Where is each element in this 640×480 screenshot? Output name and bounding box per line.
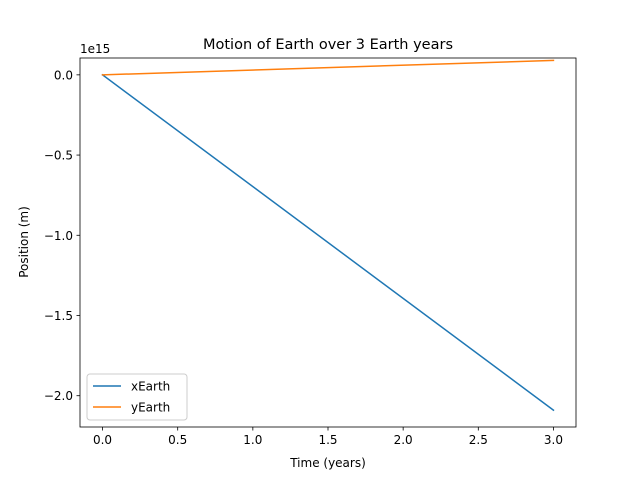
x-axis-label: Time (years) [289, 456, 366, 470]
x-tick-label: 2.5 [469, 433, 488, 447]
x-tick-label: 3.0 [544, 433, 563, 447]
y-axis-offset-label: 1e15 [80, 42, 110, 56]
y-axis-ticks: 0.0 −0.5 −1.0 −1.5 −2.0 [44, 68, 80, 403]
legend-label-yEarth: yEarth [131, 401, 170, 415]
x-tick-label: 1.5 [318, 433, 337, 447]
x-tick-label: 0.5 [168, 433, 187, 447]
x-tick-label: 1.0 [243, 433, 262, 447]
y-tick-label: −1.5 [44, 309, 73, 323]
x-tick-label: 2.0 [394, 433, 413, 447]
chart-title: Motion of Earth over 3 Earth years [203, 37, 453, 53]
y-tick-label: −0.5 [44, 149, 73, 163]
y-tick-label: 0.0 [54, 68, 73, 82]
legend-label-xEarth: xEarth [131, 380, 170, 394]
x-tick-label: 0.0 [93, 433, 112, 447]
y-tick-label: −1.0 [44, 229, 73, 243]
series-line-yEarth [101, 59, 555, 76]
legend: xEarth yEarth [86, 373, 188, 421]
x-axis-ticks: 0.0 0.5 1.0 1.5 2.0 2.5 3.0 [93, 427, 563, 447]
series-line-xEarth [101, 73, 555, 412]
y-tick-label: −2.0 [44, 389, 73, 403]
y-axis-label: Position (m) [17, 206, 31, 278]
